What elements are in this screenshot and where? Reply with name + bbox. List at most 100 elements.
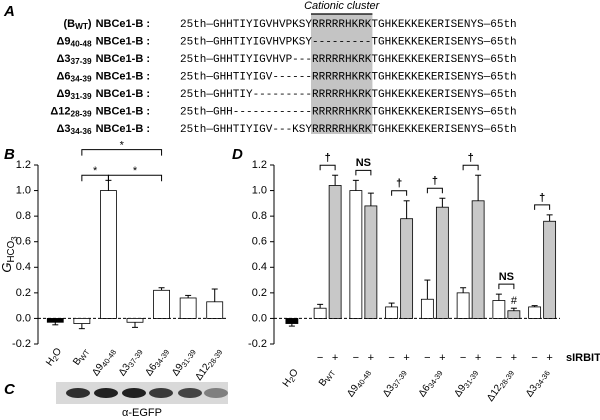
bracket <box>391 190 408 196</box>
text-part: 2 <box>287 375 297 384</box>
bar <box>206 301 224 319</box>
bar <box>349 190 363 319</box>
bar <box>528 306 542 319</box>
x-tick-label: H2O <box>280 367 301 390</box>
series-label: − <box>460 352 466 364</box>
bar <box>507 310 521 319</box>
construct-suffix: NBCe1-B : <box>96 35 150 47</box>
y-tick-label: 0.6 <box>252 236 267 248</box>
y-tick-label: 1.0 <box>16 184 31 196</box>
construct-name: Δ1228-39 NBCe1-B : <box>50 105 150 119</box>
y-tick-label: 0.2 <box>252 287 267 299</box>
text-part: 2 <box>51 354 61 363</box>
construct-name: Δ634-39 NBCe1-B : <box>56 70 150 84</box>
x-tick-label: H2O <box>44 346 65 369</box>
sequence-left: 25th—GHH------------ <box>180 106 312 118</box>
sequence-cluster: RRRRRHKRK <box>312 124 372 136</box>
bar-annotation: # <box>511 295 518 307</box>
y-tick-label: 0.8 <box>16 210 31 222</box>
y-tick-label: 1.2 <box>16 159 31 171</box>
text-part: Δ6 <box>56 70 70 82</box>
panel-label: C <box>4 381 16 398</box>
text-part: 34-39 <box>153 348 171 369</box>
sequence-cluster: RRRRRHKRK <box>312 54 372 66</box>
sequence-left: 25th—GHHTIYIGV---KSY <box>180 124 312 136</box>
text-part: 34-36 <box>70 127 92 136</box>
blot-band <box>178 388 202 398</box>
x-tick-label: Δ334-36 <box>524 367 552 400</box>
y-tick-label: -0.2 <box>12 338 31 350</box>
series-label: + <box>439 352 445 364</box>
y-tick-label: 0.6 <box>16 236 31 248</box>
significance: * <box>120 140 125 152</box>
x-tick-label: Δ940-48 <box>90 346 118 379</box>
y-tick-label: 1.0 <box>252 184 267 196</box>
cluster-header: Cationic cluster <box>304 0 381 12</box>
text-part: 28-39 <box>206 348 224 369</box>
series-label: + <box>475 352 481 364</box>
x-tick-label: Δ337-39 <box>381 367 409 400</box>
bar <box>385 306 399 319</box>
construct-suffix: NBCe1-B : <box>96 18 150 30</box>
bar <box>471 200 485 319</box>
text-part: 28-39 <box>70 110 92 119</box>
construct-suffix: NBCe1-B : <box>96 53 150 65</box>
sequence-left: 25th—GHHTIYIGVHVPKSY <box>180 19 312 31</box>
text-part: 31-39 <box>462 369 480 390</box>
sequence-right: TGHKEKKEKERISENYS—65th <box>371 71 516 83</box>
bracket <box>462 164 479 171</box>
text-part: 34-39 <box>426 369 444 390</box>
sequence-left: 25th—GHHTIY--------- <box>180 89 312 101</box>
sequence-cluster: RRRRRHKRK <box>312 71 372 83</box>
series-label: − <box>496 352 502 364</box>
bar <box>285 318 299 324</box>
text-part: Δ3 <box>56 123 70 135</box>
series-label: + <box>332 352 338 364</box>
y-tick-label: 1.2 <box>252 159 267 171</box>
sequence-cluster: RRRRRHKRK <box>312 106 372 118</box>
bar <box>492 300 506 319</box>
sequence-cluster: RRRRRHKRK <box>312 89 372 101</box>
cluster-box <box>311 14 373 134</box>
cluster-box-group <box>311 13 373 134</box>
text-part: HCO <box>6 240 17 262</box>
construct-name: Δ931-39 NBCe1-B : <box>56 88 150 102</box>
bar <box>328 185 342 319</box>
significance: * <box>133 165 138 177</box>
sequence-right: TGHKEKKEKERISENYS—65th <box>371 124 516 136</box>
series-label: − <box>317 352 323 364</box>
bar <box>46 318 64 323</box>
text-part: 31-39 <box>179 348 197 369</box>
construct-suffix: NBCe1-B : <box>96 105 150 117</box>
text-part: 40-48 <box>70 40 92 49</box>
x-tick-label: Δ634-39 <box>416 367 444 400</box>
construct-suffix: NBCe1-B : <box>96 70 150 82</box>
x-tick-label: Δ337-39 <box>117 346 145 379</box>
text-part: Δ9 <box>56 88 70 100</box>
bracket <box>534 204 551 210</box>
construct-name: Δ940-48 NBCe1-B : <box>56 35 150 49</box>
y-tick-label: 0.4 <box>252 261 267 273</box>
bar <box>420 298 434 319</box>
sequence-right: TGHKEKKEKERISENYS—65th <box>371 106 516 118</box>
y-tick-label: 0.0 <box>252 312 267 324</box>
sequence-left: 25th—GHHTIYIGV------ <box>180 71 312 83</box>
text-part: 37-39 <box>126 348 144 369</box>
x-tick-label: Δ1228-39 <box>485 367 516 404</box>
text-part: 40-48 <box>100 348 118 369</box>
legend-title: sIRBIT <box>566 352 600 364</box>
text-part: ) <box>88 18 92 30</box>
bracket <box>107 174 163 182</box>
series-label: + <box>546 352 552 364</box>
y-tick-label: -0.2 <box>248 338 267 350</box>
blot-band <box>204 388 228 398</box>
bar <box>126 318 144 323</box>
bar <box>179 297 197 319</box>
y-tick-label: 0.4 <box>16 261 31 273</box>
bracket <box>498 283 515 290</box>
text-part: G <box>0 263 14 273</box>
y-tick-label: 0.2 <box>16 287 31 299</box>
significance: * <box>93 165 98 177</box>
series-label: − <box>424 352 430 364</box>
